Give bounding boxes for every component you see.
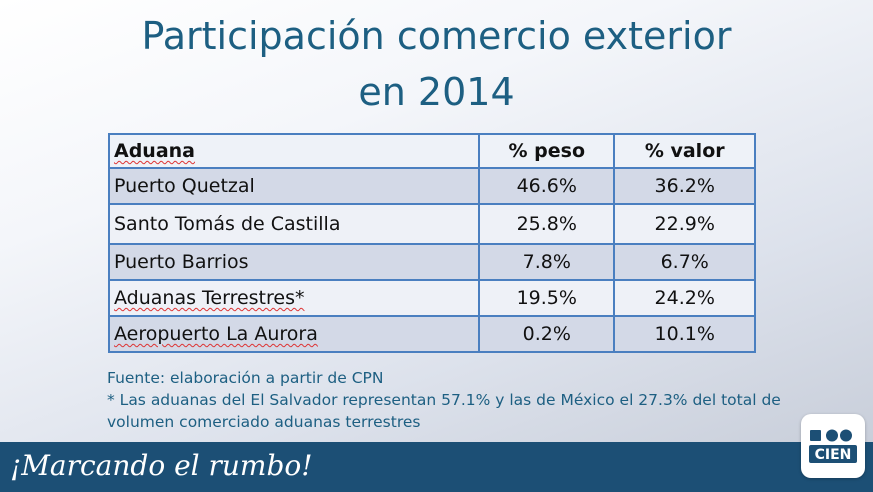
- cell-valor: 36.2%: [613, 167, 756, 205]
- cell-peso: 7.8%: [478, 243, 616, 281]
- title-line-1: Participación comercio exterior: [141, 14, 732, 58]
- cell-aduana: Aeropuerto La Aurora: [107, 315, 481, 353]
- header-peso: % peso: [478, 133, 616, 169]
- table-row: Aduanas Terrestres* 19.5% 24.2%: [107, 279, 756, 317]
- cell-valor: 10.1%: [613, 315, 756, 353]
- table-row: Puerto Quetzal 46.6% 36.2%: [107, 167, 756, 205]
- source-notes: Fuente: elaboración a partir de CPN * La…: [107, 367, 797, 433]
- cien-logo: CIEN: [801, 414, 865, 478]
- cien-logo-icon: CIEN: [809, 429, 857, 463]
- customs-share-table: Aduana % peso % valor Puerto Quetzal 46.…: [107, 133, 756, 353]
- cell-valor: 6.7%: [613, 243, 756, 281]
- header-valor: % valor: [613, 133, 756, 169]
- source-line: Fuente: elaboración a partir de CPN: [107, 369, 384, 387]
- table-row: Aeropuerto La Aurora 0.2% 10.1%: [107, 315, 756, 353]
- cell-peso: 25.8%: [478, 203, 616, 245]
- table-header-row: Aduana % peso % valor: [107, 133, 756, 169]
- title-line-2: en 2014: [358, 70, 515, 114]
- cell-valor: 24.2%: [613, 279, 756, 317]
- cell-peso: 19.5%: [478, 279, 616, 317]
- cell-peso: 46.6%: [478, 167, 616, 205]
- svg-text:CIEN: CIEN: [815, 447, 852, 463]
- table-row: Puerto Barrios 7.8% 6.7%: [107, 243, 756, 281]
- cell-peso: 0.2%: [478, 315, 616, 353]
- footer-bar: [0, 442, 873, 492]
- footnote: * Las aduanas del El Salvador representa…: [107, 391, 781, 431]
- cell-aduana: Aduanas Terrestres*: [107, 279, 481, 317]
- footer-slogan: ¡Marcando el rumbo!: [10, 449, 313, 482]
- cell-aduana: Puerto Quetzal: [107, 167, 481, 205]
- cell-aduana: Puerto Barrios: [107, 243, 481, 281]
- table-row: Santo Tomás de Castilla 25.8% 22.9%: [107, 203, 756, 245]
- cell-valor: 22.9%: [613, 203, 756, 245]
- header-aduana: Aduana: [107, 133, 481, 169]
- cell-aduana: Santo Tomás de Castilla: [107, 203, 481, 245]
- slide-title: Participación comercio exterior en 2014: [0, 8, 873, 120]
